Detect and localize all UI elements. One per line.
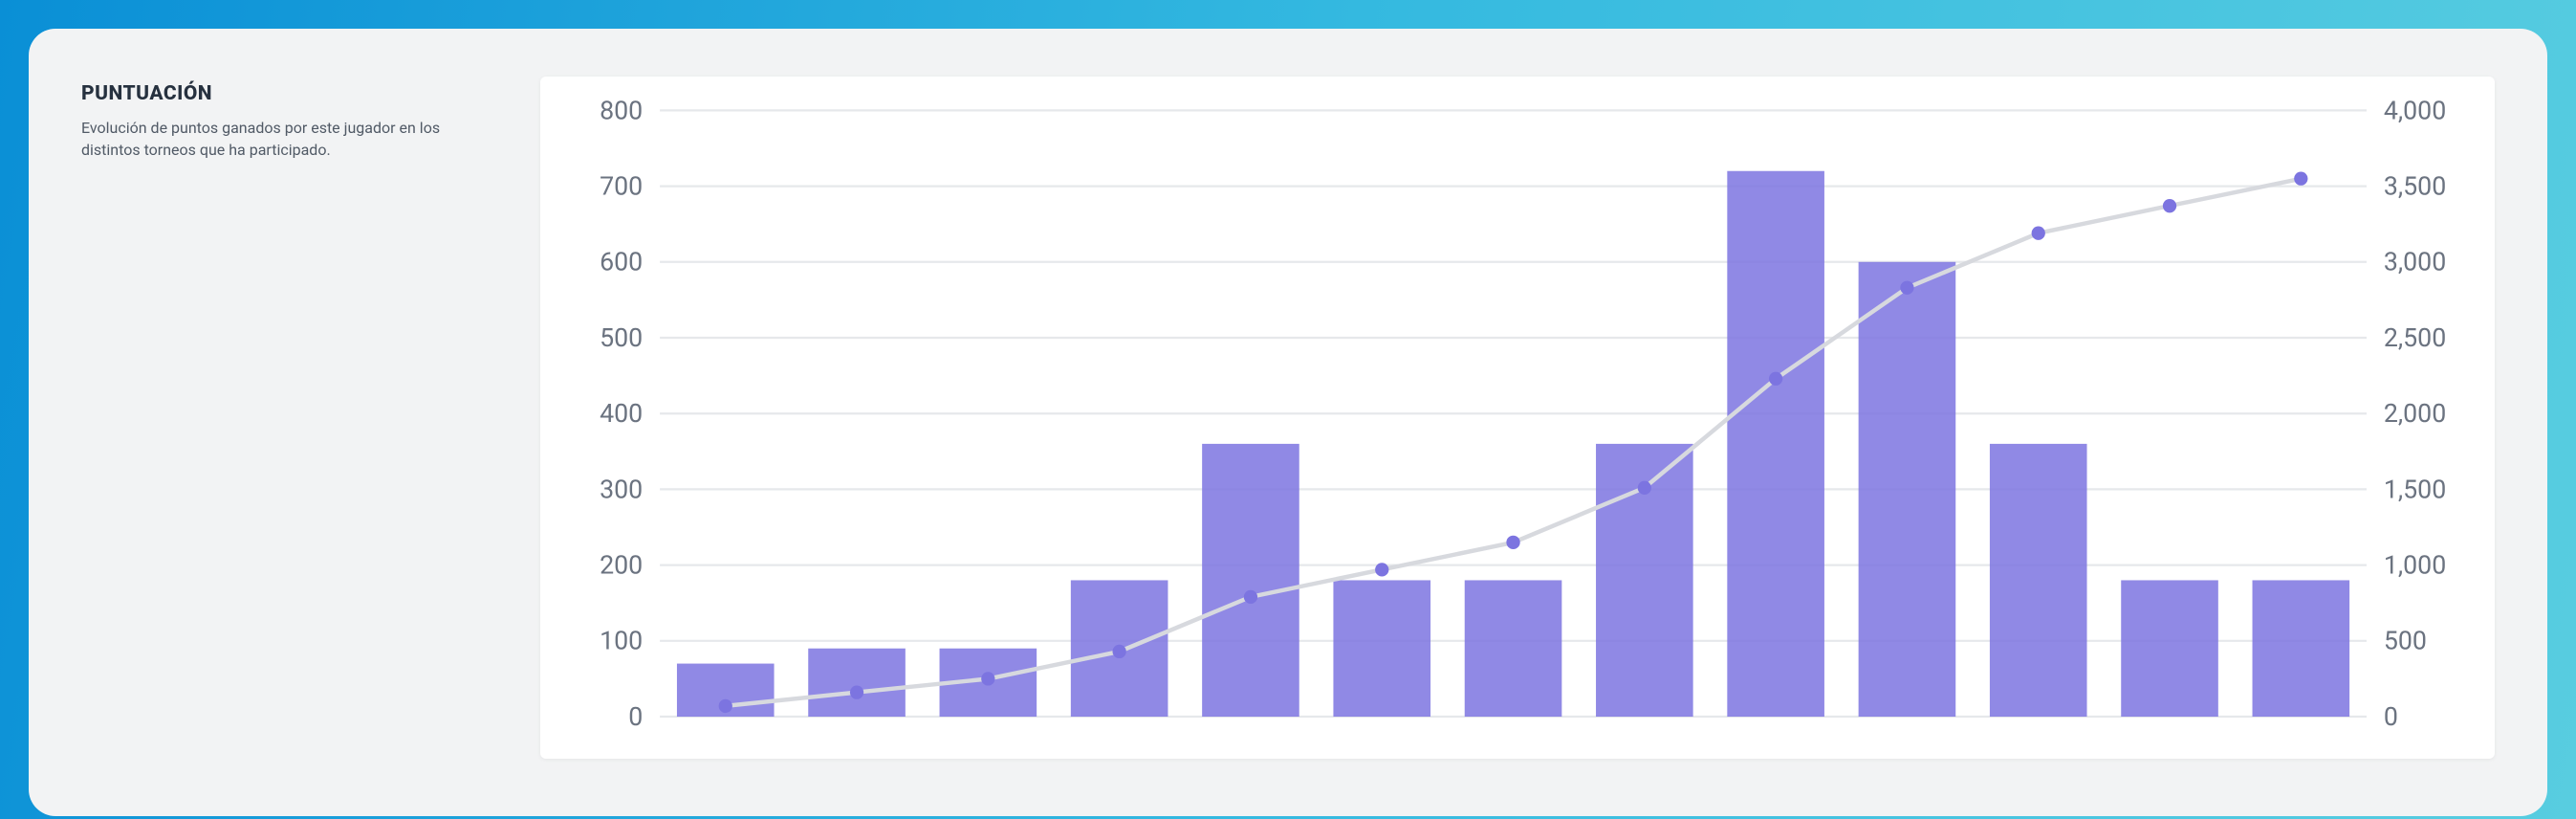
line-marker xyxy=(1244,590,1257,604)
svg-text:300: 300 xyxy=(600,474,643,504)
line-marker xyxy=(2294,172,2307,186)
line-marker xyxy=(1638,481,1651,495)
svg-text:600: 600 xyxy=(600,247,643,277)
line-marker xyxy=(1506,536,1519,549)
bar xyxy=(1202,444,1299,717)
svg-text:1,000: 1,000 xyxy=(2384,550,2446,581)
chart-panel: 0 100 200 300 400 500 600 700 800 0 500 1,000 1,500 2… xyxy=(540,77,2495,759)
svg-text:100: 100 xyxy=(600,626,643,656)
svg-text:0: 0 xyxy=(628,701,643,732)
svg-text:2,000: 2,000 xyxy=(2384,398,2446,429)
line-marker xyxy=(719,699,732,713)
svg-text:800: 800 xyxy=(600,98,643,125)
svg-text:1,500: 1,500 xyxy=(2384,474,2446,504)
line-marker xyxy=(2032,227,2045,240)
line-marker xyxy=(981,672,994,685)
svg-text:0: 0 xyxy=(2384,701,2398,732)
bar xyxy=(808,649,906,717)
line-marker xyxy=(1769,372,1782,386)
svg-text:400: 400 xyxy=(600,398,643,429)
bar xyxy=(1333,580,1430,717)
text-column: PUNTUACIÓN Evolución de puntos ganados p… xyxy=(81,77,502,161)
score-chart: 0 100 200 300 400 500 600 700 800 0 500 1,000 1,500 2… xyxy=(557,98,2478,738)
svg-text:3,500: 3,500 xyxy=(2384,171,2446,202)
stats-card: PUNTUACIÓN Evolución de puntos ganados p… xyxy=(29,29,2547,816)
line-marker xyxy=(1113,645,1126,658)
svg-text:700: 700 xyxy=(600,171,643,202)
bar xyxy=(1990,444,2087,717)
svg-text:4,000: 4,000 xyxy=(2384,98,2446,125)
svg-text:2,500: 2,500 xyxy=(2384,322,2446,353)
bar xyxy=(1727,171,1824,717)
bar xyxy=(1465,580,1562,717)
line-marker xyxy=(2163,199,2176,212)
section-title: PUNTUACIÓN xyxy=(81,82,502,105)
section-subtitle: Evolución de puntos ganados por este jug… xyxy=(81,117,483,161)
line-marker xyxy=(1900,281,1913,295)
bar xyxy=(1859,262,1956,717)
bar xyxy=(2121,580,2218,717)
svg-text:500: 500 xyxy=(600,322,643,353)
svg-text:3,000: 3,000 xyxy=(2384,247,2446,277)
line-marker xyxy=(850,686,863,699)
svg-text:500: 500 xyxy=(2384,626,2427,656)
line-marker xyxy=(1375,563,1388,576)
bar xyxy=(2253,580,2350,717)
svg-text:200: 200 xyxy=(600,550,643,581)
